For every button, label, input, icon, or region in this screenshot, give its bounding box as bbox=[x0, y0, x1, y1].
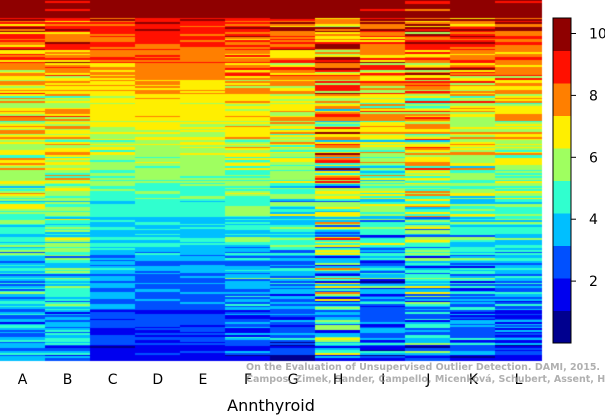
x-tick-label: H bbox=[333, 372, 344, 388]
colorbar-band bbox=[553, 18, 571, 51]
colorbar-band bbox=[553, 278, 571, 311]
colorbar-band bbox=[553, 310, 571, 344]
colorbar-band bbox=[553, 213, 571, 246]
x-tick-label: F bbox=[244, 372, 252, 388]
x-tick-label: J bbox=[425, 372, 430, 388]
colorbar-band bbox=[553, 83, 571, 116]
colorbar-band bbox=[553, 180, 571, 214]
colorbar-tick-label: 4 bbox=[589, 212, 598, 228]
x-axis-label: Annthyroid bbox=[227, 396, 315, 415]
x-tick-label: B bbox=[63, 372, 73, 388]
x-axis-ticks: A B C D E F G H I J K L bbox=[18, 372, 523, 388]
colorbar bbox=[552, 17, 572, 344]
colorbar-tick-label: 6 bbox=[589, 150, 598, 166]
x-tick-label: K bbox=[469, 372, 479, 388]
x-tick-label: I bbox=[381, 372, 385, 388]
colorbar-tick-label: 10 bbox=[589, 27, 605, 43]
x-tick-label: G bbox=[288, 372, 299, 388]
x-tick-label: C bbox=[108, 372, 118, 388]
colorbar-tick-label: 2 bbox=[589, 274, 598, 290]
colorbar-ticks: 2 4 6 8 10 bbox=[571, 27, 605, 290]
colorbar-band bbox=[553, 245, 571, 279]
x-tick-label: L bbox=[515, 372, 523, 388]
colorbar-tick-label: 8 bbox=[589, 88, 598, 104]
colorbar-band bbox=[553, 148, 571, 181]
colorbar-frame bbox=[552, 17, 572, 344]
x-tick-label: A bbox=[18, 372, 28, 388]
colorbar-band bbox=[553, 50, 571, 84]
x-tick-label: D bbox=[152, 372, 163, 388]
watermark-line-2: Campos, Zimek, Sander, Campello, Micenko… bbox=[246, 374, 605, 385]
citation-watermark: On the Evaluation of Unsupervised Outlie… bbox=[246, 362, 605, 386]
x-tick-label: E bbox=[198, 372, 207, 388]
colorbar-band bbox=[553, 115, 571, 149]
watermark-line-1: On the Evaluation of Unsupervised Outlie… bbox=[246, 362, 601, 373]
